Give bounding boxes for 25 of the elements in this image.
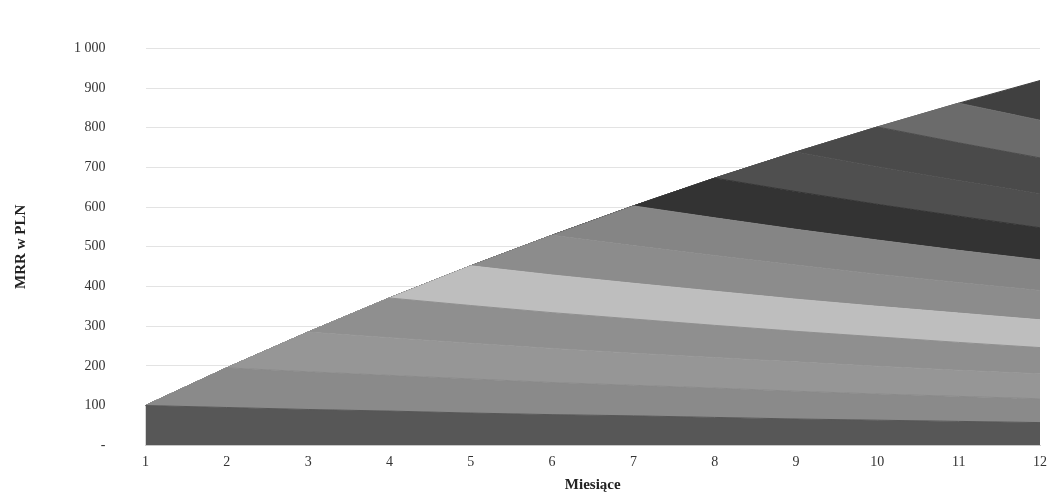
x-axis-title: Miesiące xyxy=(564,475,621,492)
x-tick-label: 8 xyxy=(711,454,719,470)
x-tick-label: 6 xyxy=(548,454,556,470)
y-tick-label: 900 xyxy=(84,79,106,95)
x-tick-label: 4 xyxy=(385,454,393,470)
y-tick-label: - xyxy=(100,436,106,452)
y-tick-label: 200 xyxy=(84,357,106,373)
y-tick-label: 1 000 xyxy=(74,40,106,56)
x-tick-label: 5 xyxy=(467,454,475,470)
y-tick-label: 100 xyxy=(84,397,106,413)
x-tick-label: 3 xyxy=(304,454,312,470)
y-tick-label: 500 xyxy=(84,238,106,254)
y-tick-label: 800 xyxy=(84,119,106,135)
y-tick-label: 600 xyxy=(84,198,106,214)
x-tick-label: 9 xyxy=(792,454,800,470)
x-tick-label: 11 xyxy=(951,454,966,470)
x-tick-label: 12 xyxy=(1033,454,1047,470)
x-tick-label: 1 xyxy=(142,454,149,470)
y-tick-label: 700 xyxy=(84,159,106,175)
x-tick-label: 10 xyxy=(870,454,885,470)
y-axis-title: MRR w PLN xyxy=(11,204,28,289)
x-tick-label: 2 xyxy=(223,454,231,470)
x-tick-label: 7 xyxy=(629,454,637,470)
y-tick-label: 400 xyxy=(84,278,106,294)
y-tick-label: 300 xyxy=(84,317,106,333)
